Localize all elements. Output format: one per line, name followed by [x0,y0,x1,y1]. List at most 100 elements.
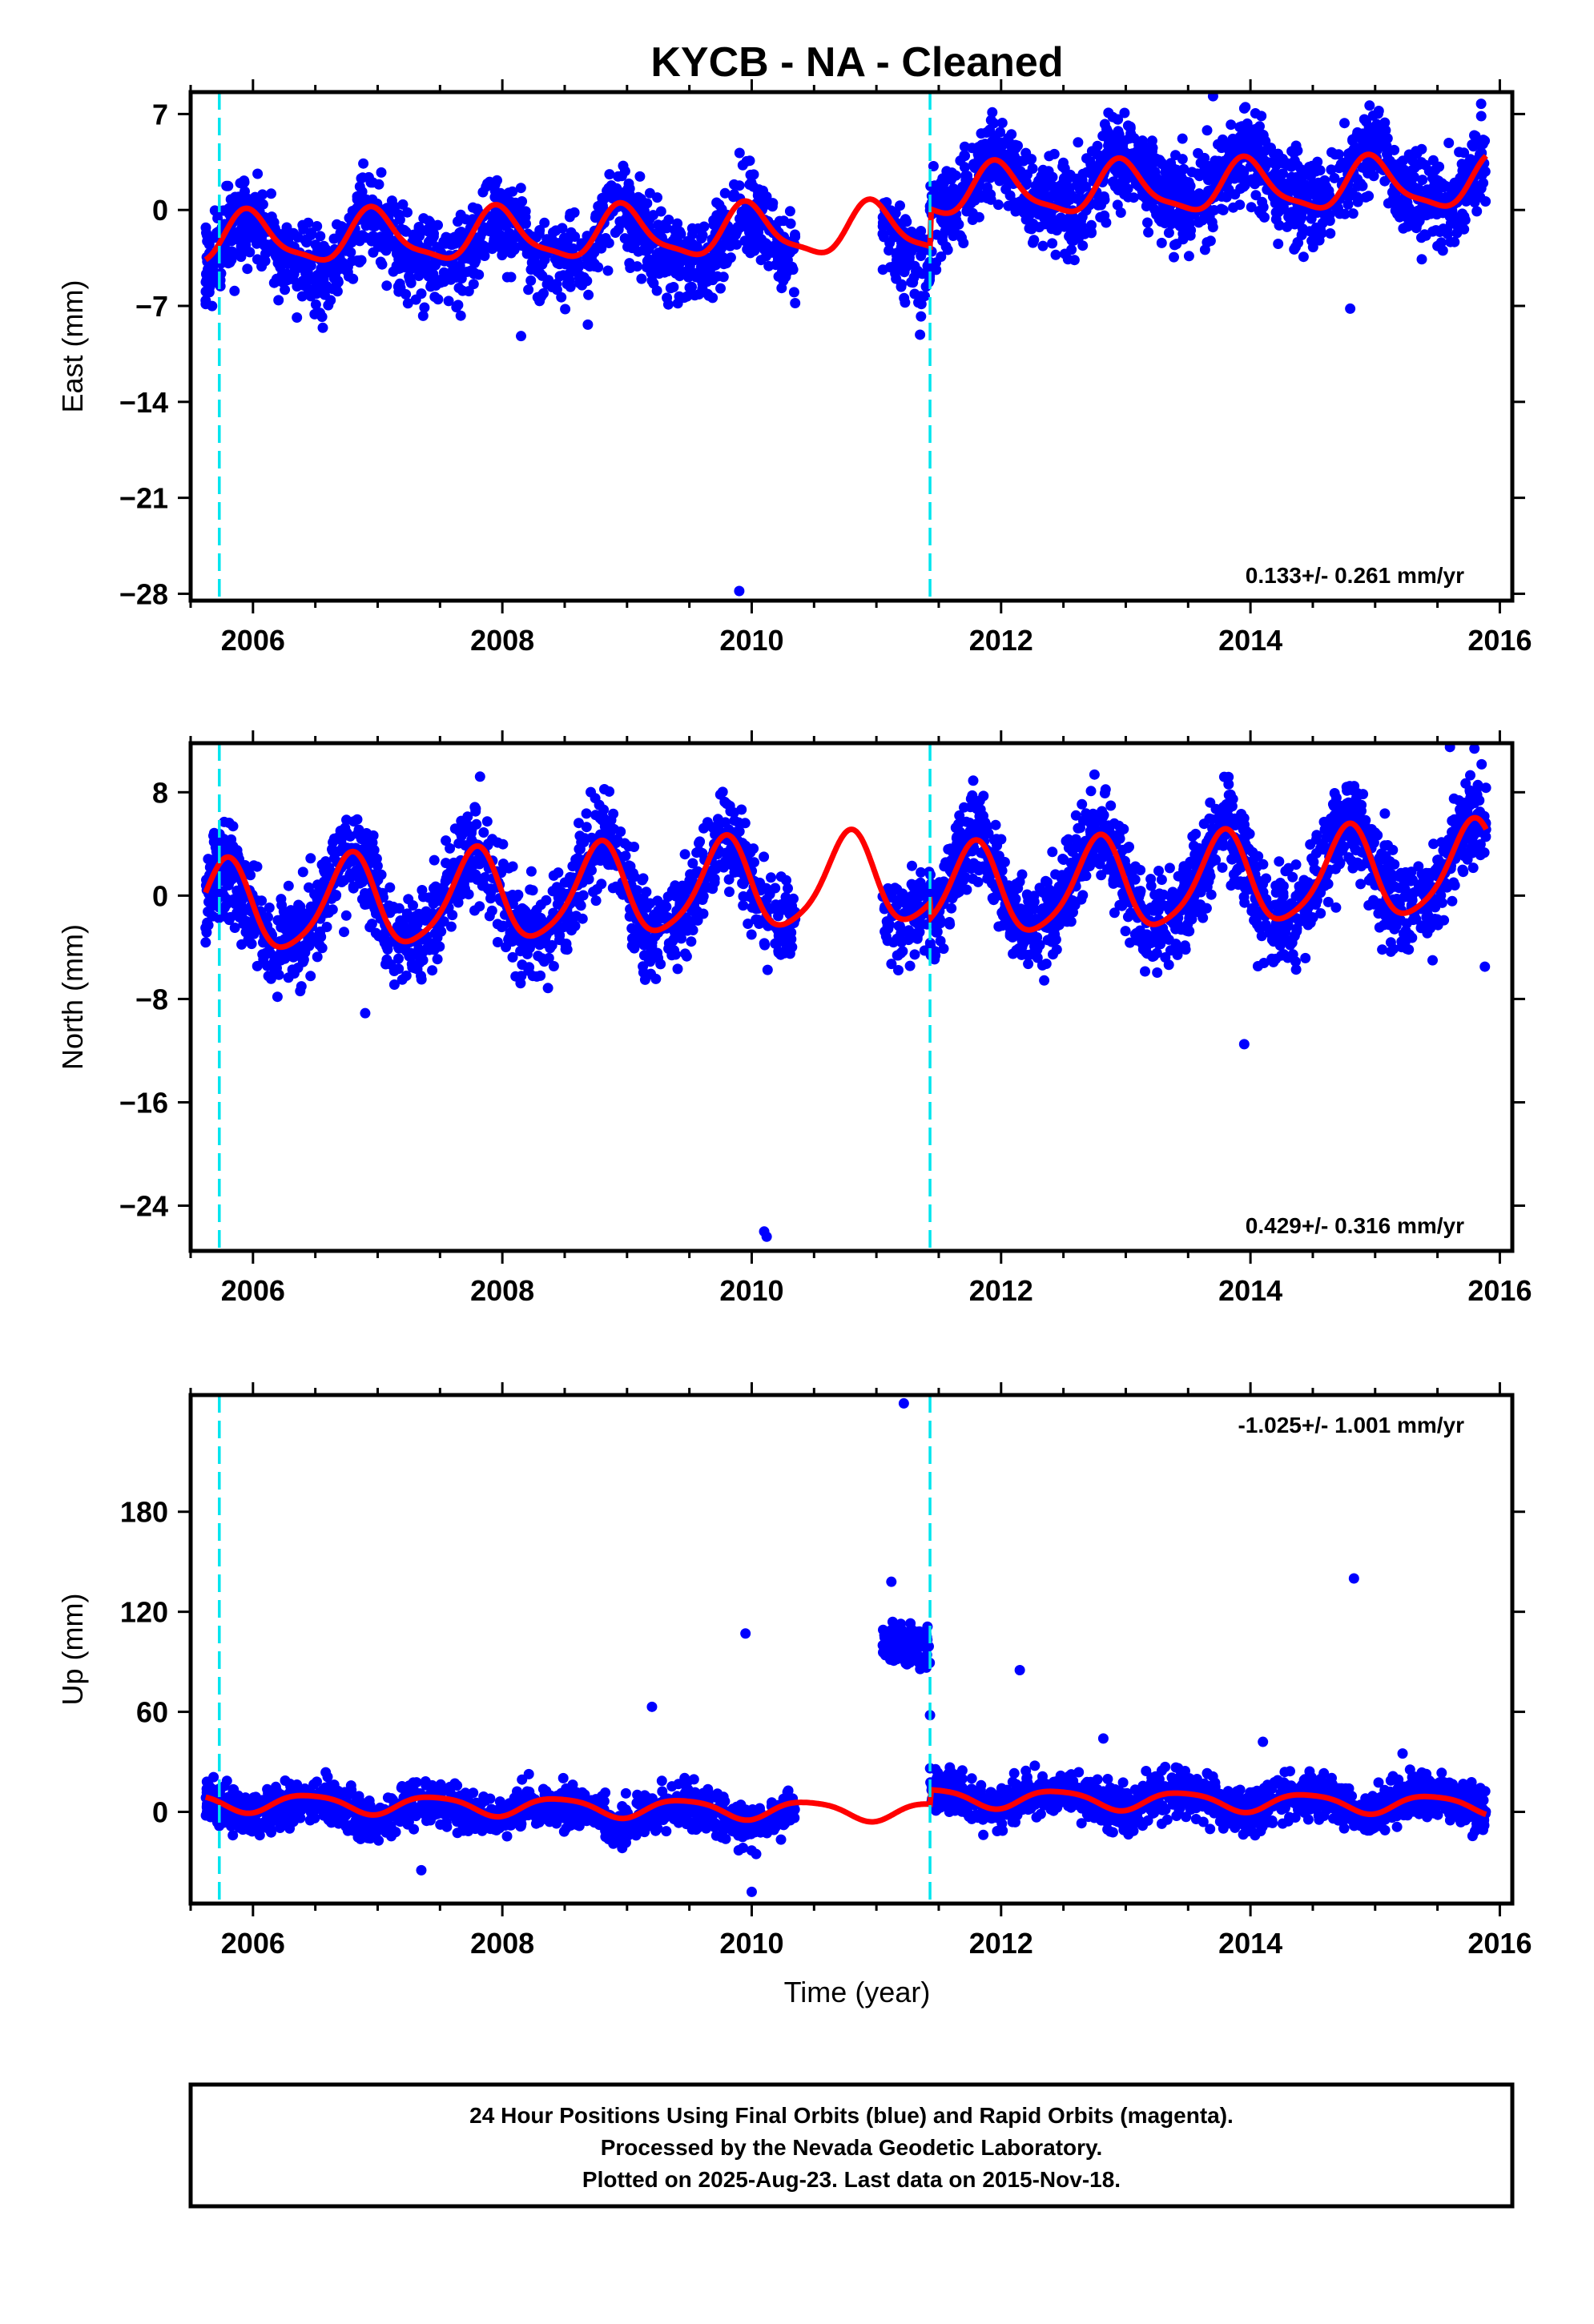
north-data-point [929,954,940,965]
east-data-point [453,270,465,281]
east-outlier-point [1207,92,1218,102]
north-data-point [719,796,731,807]
east-data-point [937,173,948,184]
north-data-point [746,929,757,940]
east-data-point [745,169,756,180]
north-data-point [297,951,308,962]
east-y-tick-label: −28 [119,577,168,610]
north-data-point [398,929,409,940]
east-data-point [1037,240,1049,251]
north-data-point [353,824,364,835]
east-data-point [266,188,276,199]
north-data-point [525,923,537,934]
north-data-point [240,927,252,938]
north-data-point [256,895,268,907]
east-y-tick-label: −14 [119,386,168,419]
north-data-point [1206,889,1217,900]
east-data-point [1193,147,1204,159]
north-data-point [422,942,433,953]
east-data-point [1364,100,1375,111]
east-data-point [1361,139,1372,150]
east-data-point [694,289,705,300]
east-data-point [1391,199,1403,210]
north-data-point [775,899,787,910]
east-y-tick-label: −21 [119,482,168,515]
east-data-point [455,310,466,321]
east-data-point [386,195,397,207]
east-data-point [1033,209,1045,220]
north-data-point [729,815,740,826]
north-data-point [543,952,554,963]
north-data-point [203,854,214,865]
east-data-point [1206,217,1218,227]
east-data-point [725,252,736,263]
north-data-point [348,883,359,894]
north-data-point [591,884,602,895]
north-data-point [209,885,220,895]
north-data-point [305,971,316,982]
north-data-point [335,875,346,886]
north-data-point [907,860,917,871]
east-data-point [937,235,948,246]
east-data-point [719,259,730,270]
east-data-point [1020,214,1032,225]
north-data-point [393,953,404,964]
north-data-point [449,857,459,868]
east-data-point [632,261,642,272]
north-data-point [441,858,452,869]
east-data-point [1250,108,1261,119]
north-data-point [548,961,559,971]
east-data-point [288,259,300,270]
east-data-point [1443,138,1455,148]
east-data-point [583,289,594,300]
east-data-point [582,319,594,330]
east-data-point [1066,244,1077,255]
east-data-point [912,265,924,276]
east-data-point [1458,159,1469,171]
east-data-point [931,264,942,275]
east-data-point [454,260,465,271]
north-data-point [371,853,382,864]
east-data-point [1352,196,1363,207]
east-data-point [323,266,334,277]
east-data-point [744,179,755,190]
east-data-point [234,226,245,237]
north-data-point [754,919,765,929]
east-data-point [1056,214,1066,225]
east-data-point [602,265,614,276]
east-data-point [1091,161,1102,172]
north-data-point [1041,875,1051,887]
north-data-point [507,951,518,963]
east-data-point [644,213,655,224]
east-data-point [900,246,912,257]
east-data-point [1006,129,1017,140]
east-data-point [1230,189,1241,200]
east-data-point [1049,222,1061,233]
east-data-point [1304,226,1315,237]
east-data-point [1041,209,1052,220]
north-data-point [288,968,300,979]
north-data-point [401,908,413,919]
north-data-point [420,915,431,926]
east-data-point [788,287,799,298]
east-data-point [469,267,480,279]
east-data-point [477,227,489,237]
east-data-point [259,239,270,251]
north-data-point [497,858,509,870]
east-data-point [1044,151,1055,162]
east-data-point [1047,171,1058,183]
east-data-point [734,147,745,159]
north-data-point [417,885,428,895]
east-data-point [229,248,240,259]
east-data-point [517,196,528,207]
east-data-point [1475,111,1487,122]
north-data-point [598,804,610,815]
east-data-point [317,322,328,333]
north-data-point [396,974,408,985]
east-data-point [376,167,387,178]
east-data-point [1270,167,1281,179]
north-data-point [492,837,503,848]
east-data-point [593,262,604,273]
north-data-point [301,908,312,919]
north-data-point [697,847,708,858]
